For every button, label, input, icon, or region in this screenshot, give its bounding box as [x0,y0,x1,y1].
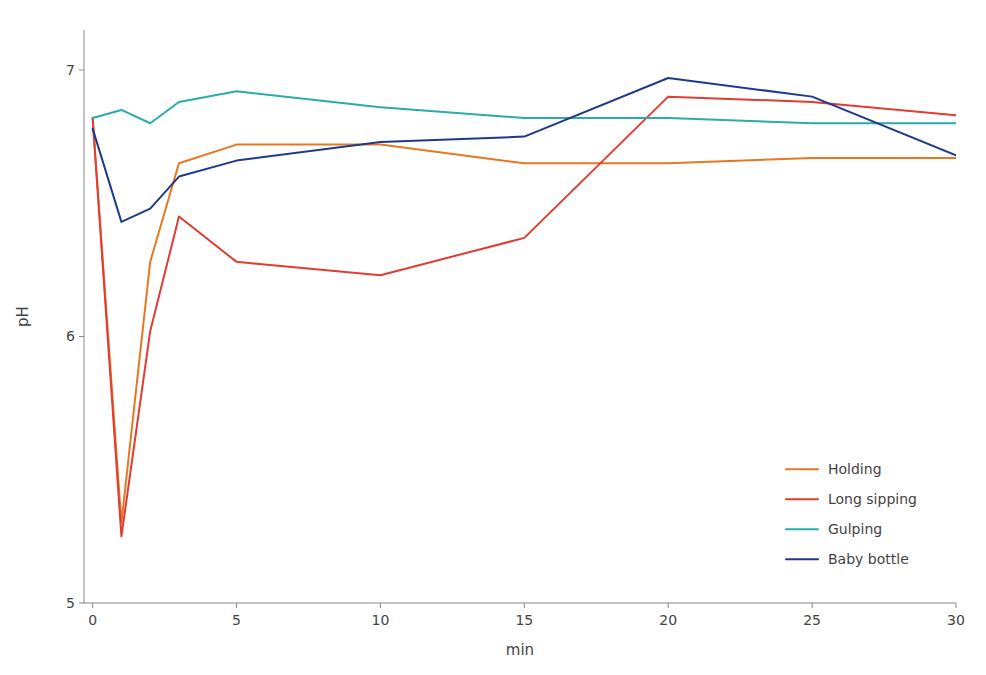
legend-swatch [786,528,818,530]
x-tick [812,603,813,608]
chart-container: 051015202530567minpHHoldingLong sippingG… [0,0,986,675]
y-tick-label: 7 [66,62,75,78]
x-tick [668,603,669,608]
legend-label: Baby bottle [828,551,909,567]
axes: 051015202530567 [66,30,965,628]
x-tick [956,603,957,608]
plot-area [93,78,956,536]
x-tick-label: 10 [372,612,390,628]
legend-label: Long sipping [828,491,917,507]
y-tick-label: 6 [66,328,75,344]
series-line [93,118,956,523]
legend: Holding Long sipping Gulping Baby bottle [786,461,917,567]
series-line [93,91,956,123]
x-tick-label: 0 [88,612,97,628]
legend-label: Gulping [828,521,882,537]
legend-swatch [786,498,818,500]
x-tick-label: 25 [803,612,821,628]
y-tick [79,336,84,337]
x-tick [236,603,237,608]
x-tick [380,603,381,608]
y-tick [79,69,84,70]
legend-swatch [786,468,818,470]
series-line [93,78,956,222]
series-line [93,97,956,537]
x-tick-label: 15 [515,612,533,628]
legend-label: Holding [828,461,882,477]
y-tick [79,603,84,604]
x-axis-label: min [506,641,534,659]
x-tick [524,603,525,608]
chart-svg: 051015202530567minpHHoldingLong sippingG… [0,0,986,675]
x-tick-label: 30 [947,612,965,628]
x-tick [92,603,93,608]
x-tick-label: 20 [659,612,677,628]
x-axis-line [84,603,956,604]
y-tick-label: 5 [66,595,75,611]
legend-swatch [786,558,818,560]
y-axis-label: pH [14,306,32,327]
y-axis-line [84,30,85,603]
x-tick-label: 5 [232,612,241,628]
